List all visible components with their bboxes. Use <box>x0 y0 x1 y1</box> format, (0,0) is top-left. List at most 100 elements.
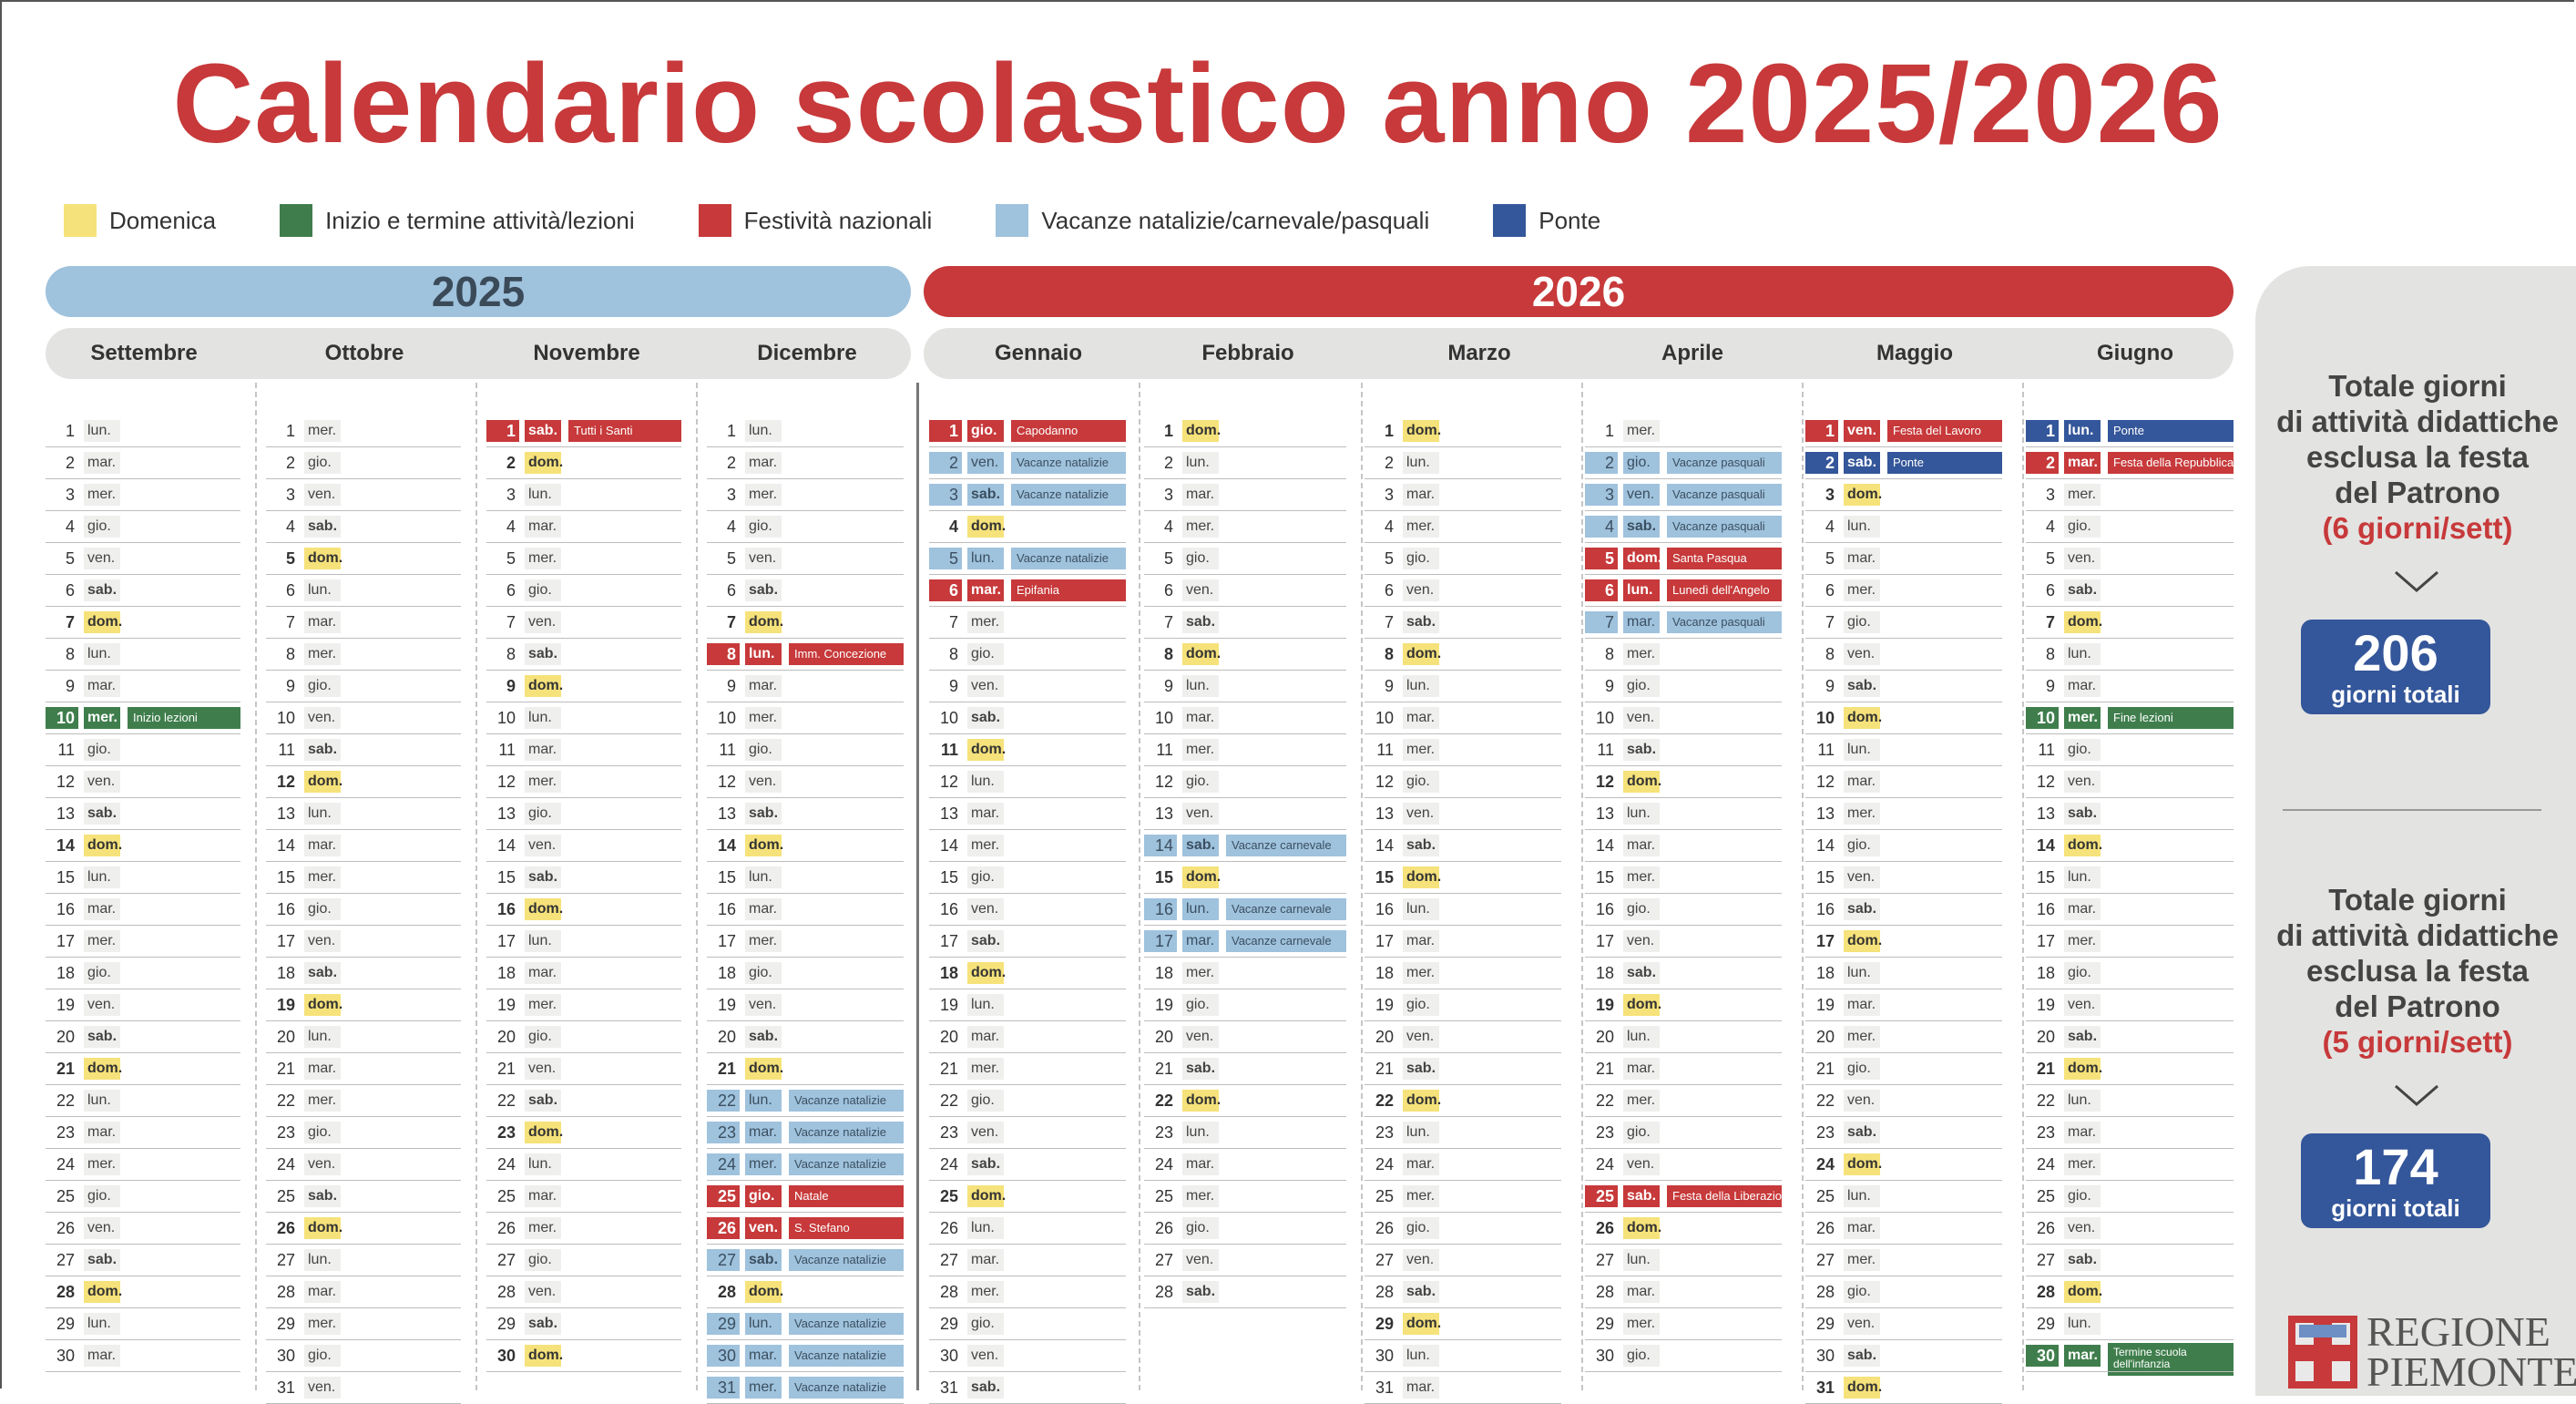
day-number: 21 <box>939 1060 958 1078</box>
day-number: 22 <box>2036 1091 2055 1110</box>
day-number: 13 <box>56 804 75 823</box>
month-name-settembre: Settembre <box>90 341 198 365</box>
day-number: 2 <box>2026 452 2059 474</box>
day-row: 27 sab. <box>2026 1245 2234 1276</box>
row-rule <box>707 925 904 926</box>
weekday-label: dom. <box>1844 1377 1882 1399</box>
day-row: 28 dom. <box>46 1276 240 1308</box>
row-rule <box>266 1371 461 1372</box>
legend-swatch <box>698 204 731 237</box>
row-rule <box>1805 1339 2002 1340</box>
row-rule <box>1585 733 1782 734</box>
day-row: 30 gio. <box>266 1340 461 1372</box>
day-number: 28 <box>1595 1283 1614 1301</box>
weekday-label: lun. <box>967 994 1004 1016</box>
weekday-label: mar. <box>304 611 341 633</box>
weekday-label: lun. <box>1182 452 1219 474</box>
day-row: 28 ven. <box>486 1276 681 1308</box>
row-rule <box>1365 1148 1561 1149</box>
day-row: 14 gio. <box>1805 830 2002 862</box>
row-rule <box>486 670 681 671</box>
weekday-label: sab. <box>967 930 1004 952</box>
day-row: 6 mar. Epifania <box>929 575 1126 607</box>
day-number: 14 <box>1375 836 1394 855</box>
day-number: 28 <box>717 1283 736 1301</box>
weekday-label: mar. <box>525 962 561 984</box>
row-rule <box>46 542 240 543</box>
day-number: 30 <box>1595 1347 1614 1365</box>
day-row: 7 mer. <box>929 607 1126 639</box>
event-label: Vacanze natalizie <box>1011 548 1126 569</box>
row-rule <box>1585 1339 1782 1340</box>
day-row: 9 mar. <box>707 671 904 702</box>
weekday-label: gio. <box>84 739 120 761</box>
weekday-label: mar. <box>1844 771 1880 793</box>
row-rule <box>46 446 240 447</box>
row-rule <box>266 606 461 607</box>
weekday-label: mer. <box>745 484 782 506</box>
day-row: 6 lun. <box>266 575 461 607</box>
weekday-label: mer. <box>304 420 341 442</box>
day-row: 12 ven. <box>707 766 904 798</box>
day-row: 26 mar. <box>1805 1213 2002 1245</box>
legend-swatch <box>1493 204 1527 237</box>
day-row: 9 mar. <box>2026 671 2234 702</box>
day-number: 8 <box>948 645 958 663</box>
day-number: 8 <box>506 645 516 663</box>
day-row: 25 lun. <box>1805 1181 2002 1213</box>
day-number: 13 <box>1595 804 1614 823</box>
day-number: 8 <box>1384 645 1394 663</box>
day-row: 9 mar. <box>46 671 240 702</box>
day-row: 27 lun. <box>1585 1245 1782 1276</box>
total-label: Totale giorni <box>2328 369 2507 403</box>
row-rule <box>929 765 1126 766</box>
day-row: 10 mer. Fine lezioni <box>2026 702 2234 734</box>
event-label: Capodanno <box>1011 420 1126 442</box>
day-number: 9 <box>65 677 75 695</box>
row-rule <box>486 478 681 479</box>
day-number: 26 <box>1815 1219 1835 1237</box>
row-rule <box>266 765 461 766</box>
month-column-marzo: 1 dom. 2 lun. 3 mar. 4 mer. 5 gio. 6 ven. 7 sab. 8 dom.… <box>1365 415 1561 1404</box>
row-rule <box>46 1020 240 1021</box>
day-number: 10 <box>496 709 516 727</box>
day-number: 17 <box>1595 932 1614 950</box>
day-row: 10 mar. <box>1144 702 1346 734</box>
weekday-label: ven. <box>84 1217 120 1239</box>
weekday-label: ven. <box>1403 803 1439 825</box>
day-number: 10 <box>1154 709 1173 727</box>
day-row: 18 gio. <box>2026 958 2234 989</box>
day-row: 29 mer. <box>266 1308 461 1340</box>
row-rule <box>266 574 461 575</box>
month-name-dicembre: Dicembre <box>757 341 857 365</box>
day-number: 26 <box>1375 1219 1394 1237</box>
row-rule <box>1144 446 1346 447</box>
day-number: 18 <box>1595 964 1614 982</box>
day-number: 24 <box>1595 1155 1614 1173</box>
day-row: 26 lun. <box>929 1213 1126 1245</box>
day-number: 4 <box>506 518 516 536</box>
day-row: 12 dom. <box>1585 766 1782 798</box>
row-rule <box>486 925 681 926</box>
day-row: 13 gio. <box>486 798 681 830</box>
day-number: 21 <box>1154 1060 1173 1078</box>
day-number: 22 <box>707 1090 740 1112</box>
row-rule <box>486 765 681 766</box>
row-rule <box>1805 606 2002 607</box>
day-number: 3 <box>506 486 516 504</box>
day-number: 27 <box>1154 1251 1173 1269</box>
weekday-label: mer. <box>84 707 120 729</box>
weekday-label: ven. <box>1623 930 1660 952</box>
day-row: 24 ven. <box>266 1149 461 1181</box>
month-header-bar-2025 <box>46 328 911 379</box>
day-number: 15 <box>717 868 736 886</box>
day-row: 13 mer. <box>1805 798 2002 830</box>
day-number: 23 <box>707 1122 740 1143</box>
day-row: 23 mar. <box>46 1117 240 1149</box>
row-rule <box>929 957 1126 958</box>
row-rule <box>486 861 681 862</box>
day-row: 2 sab. Ponte <box>1805 447 2002 479</box>
day-number: 29 <box>276 1315 295 1333</box>
day-number: 14 <box>1815 836 1835 855</box>
weekday-label: sab. <box>745 1249 782 1271</box>
